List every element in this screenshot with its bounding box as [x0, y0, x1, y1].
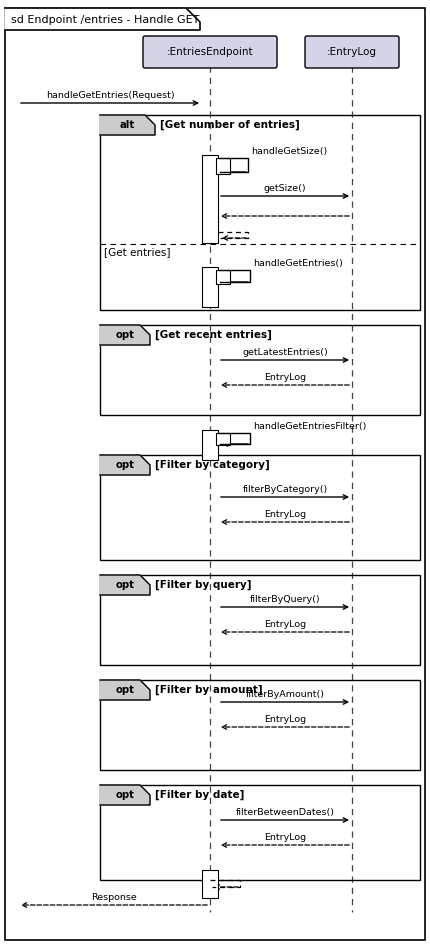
Text: :EntriesEndpoint: :EntriesEndpoint: [167, 47, 253, 57]
Bar: [216, 433, 230, 445]
Text: [Filter by category]: [Filter by category]: [155, 460, 270, 470]
Bar: [216, 158, 230, 174]
Text: opt: opt: [116, 460, 135, 470]
Bar: [100, 325, 420, 415]
Text: filterByQuery(): filterByQuery(): [250, 595, 320, 604]
Text: handleGetEntriesFilter(): handleGetEntriesFilter(): [253, 422, 366, 431]
FancyBboxPatch shape: [143, 36, 277, 68]
Bar: [100, 680, 420, 770]
Text: alt: alt: [120, 120, 135, 130]
Text: handleGetEntries(Request): handleGetEntries(Request): [46, 91, 174, 100]
Bar: [100, 575, 420, 665]
Text: getSize(): getSize(): [264, 184, 306, 193]
Bar: [100, 115, 420, 310]
Polygon shape: [100, 680, 150, 700]
Text: [Filter by amount]: [Filter by amount]: [155, 685, 263, 695]
Text: [Get recent entries]: [Get recent entries]: [155, 330, 272, 340]
Text: EntryLog: EntryLog: [264, 833, 306, 842]
Text: opt: opt: [116, 580, 135, 590]
Text: EntryLog: EntryLog: [264, 620, 306, 629]
Text: filterByCategory(): filterByCategory(): [243, 485, 328, 494]
Bar: [202, 870, 218, 898]
FancyBboxPatch shape: [305, 36, 399, 68]
Text: :EntryLog: :EntryLog: [327, 47, 377, 57]
Bar: [202, 430, 218, 460]
Polygon shape: [100, 115, 155, 135]
Polygon shape: [100, 785, 150, 805]
Text: EntryLog: EntryLog: [264, 373, 306, 382]
Text: filterBetweenDates(): filterBetweenDates(): [236, 808, 335, 817]
Bar: [100, 455, 420, 560]
Bar: [202, 155, 218, 243]
Text: [Filter by date]: [Filter by date]: [155, 790, 244, 800]
Bar: [202, 267, 218, 307]
Polygon shape: [100, 575, 150, 595]
Text: opt: opt: [116, 790, 135, 800]
Text: EntryLog: EntryLog: [264, 715, 306, 724]
Text: filterByAmount(): filterByAmount(): [246, 690, 325, 699]
Text: sd Endpoint /entries - Handle GET: sd Endpoint /entries - Handle GET: [11, 15, 200, 25]
Text: opt: opt: [116, 685, 135, 695]
Text: handleGetEntries(): handleGetEntries(): [253, 259, 343, 268]
Text: opt: opt: [116, 330, 135, 340]
Text: getLatestEntries(): getLatestEntries(): [242, 348, 328, 357]
Polygon shape: [5, 8, 200, 30]
Text: handleGetSize(): handleGetSize(): [251, 147, 327, 156]
Polygon shape: [100, 455, 150, 475]
Bar: [100, 785, 420, 880]
Bar: [216, 270, 230, 284]
Text: EntryLog: EntryLog: [264, 510, 306, 519]
Text: Response: Response: [91, 893, 137, 902]
Text: [Get number of entries]: [Get number of entries]: [160, 120, 300, 130]
Text: [Get entries]: [Get entries]: [104, 247, 171, 257]
Text: [Filter by query]: [Filter by query]: [155, 580, 252, 590]
Polygon shape: [100, 325, 150, 345]
